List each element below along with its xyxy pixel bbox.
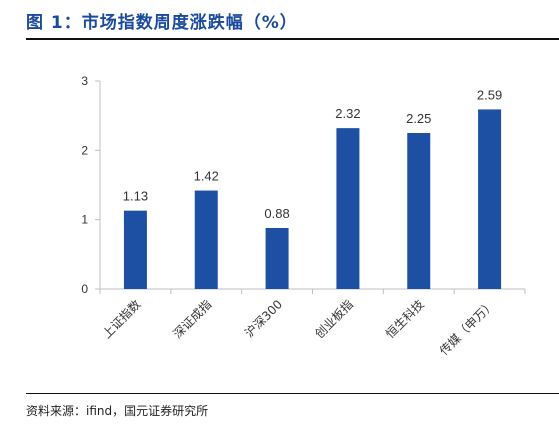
y-tick-label: 3 [81, 74, 88, 88]
source-divider [26, 393, 559, 394]
bar-5 [478, 109, 502, 289]
data-label: 0.88 [264, 206, 289, 221]
chart-labels: 1.13 上证指数 1.42 深证成指 0.88 沪深300 2.32 创业板指 2.25 恒生科… [99, 87, 502, 358]
chart-title: 图 1：市场指数周度涨跌幅（%） [26, 13, 298, 33]
x-category-label: 传媒（申万） [436, 297, 498, 359]
chart-bars [123, 109, 502, 289]
bar-4 [407, 133, 431, 289]
y-tick-label: 2 [81, 143, 88, 157]
x-category-label: 沪深300 [242, 297, 285, 340]
data-label: 2.59 [477, 87, 502, 102]
x-category-label: 创业板指 [311, 297, 356, 342]
data-label: 2.32 [335, 106, 360, 121]
data-label: 1.13 [123, 189, 148, 204]
data-label: 1.42 [194, 169, 219, 184]
bar-1 [194, 190, 218, 289]
x-category-label: 上证指数 [99, 297, 144, 342]
data-label: 2.25 [406, 111, 431, 126]
bar-3 [336, 128, 360, 289]
x-category-label: 深证成指 [170, 297, 215, 342]
y-tick-label: 1 [81, 213, 88, 227]
source-note: 资料来源：ifind，国元证券研究所 [26, 404, 209, 418]
x-category-label: 恒生科技 [383, 297, 427, 341]
bar-2 [265, 227, 289, 289]
y-tick-label: 0 [81, 282, 88, 296]
chart-axes: 0 1 2 3 [81, 74, 526, 296]
bar-0 [123, 210, 147, 289]
title-divider [26, 38, 559, 40]
